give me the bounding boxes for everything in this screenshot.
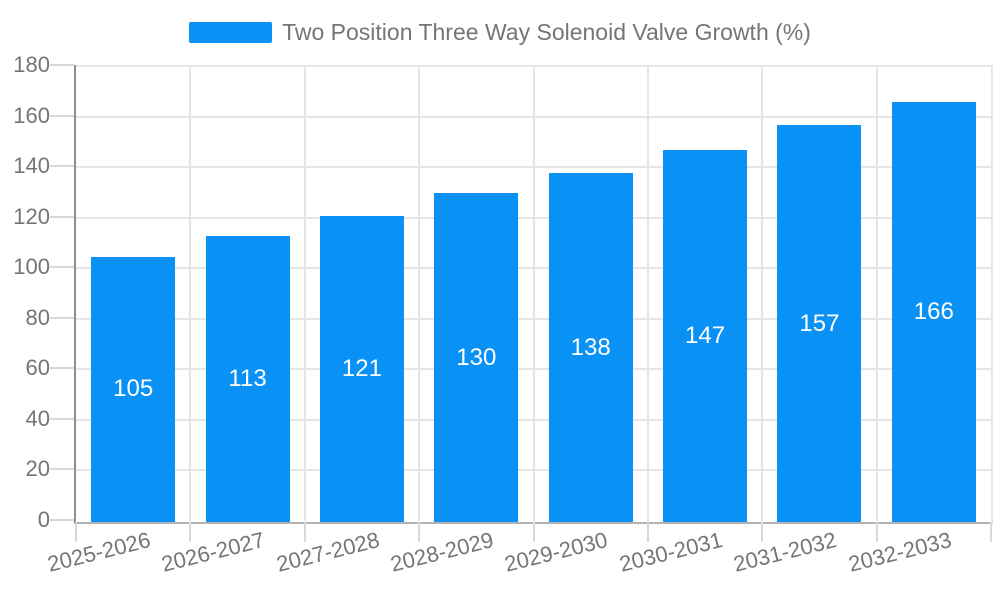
- bar[interactable]: 121: [319, 216, 404, 522]
- y-tick: [50, 417, 74, 420]
- chart-legend: Two Position Three Way Solenoid Valve Gr…: [0, 19, 1000, 46]
- y-axis-label: 20: [25, 456, 50, 482]
- x-tick: [303, 522, 306, 542]
- bar[interactable]: 166: [891, 102, 976, 522]
- bar[interactable]: 113: [205, 236, 290, 522]
- x-axis-labels: 2025-2026 2026-2027 2027-2028 2028-2029 2029…: [45, 527, 991, 600]
- y-axis-label: 180: [13, 52, 50, 77]
- x-tick: [532, 522, 535, 542]
- bar[interactable]: 147: [663, 150, 748, 522]
- x-axis-label: 2027-2028: [273, 527, 382, 577]
- gridline-vertical: [303, 65, 306, 522]
- x-axis-label: 2029-2030: [502, 527, 611, 577]
- x-axis-label: 2028-2029: [387, 527, 497, 577]
- y-tick: [50, 215, 74, 218]
- y-axis-label: 100: [13, 254, 50, 280]
- plot-area: 105 113 121 130 138 147 157 166: [74, 65, 993, 524]
- bar-value-label: 166: [913, 298, 954, 326]
- y-axis-label: 80: [25, 304, 50, 330]
- y-tick: [50, 165, 74, 168]
- y-tick: [50, 468, 74, 471]
- y-axis-label: 40: [25, 405, 50, 431]
- bar-value-label: 105: [113, 375, 154, 403]
- x-axis-label: 2030-2031: [616, 527, 725, 577]
- y-tick: [50, 367, 74, 370]
- y-axis-ticks: [50, 64, 74, 522]
- y-axis-label: 140: [13, 153, 50, 179]
- bar[interactable]: 138: [548, 173, 633, 522]
- gridline-vertical: [418, 65, 421, 522]
- y-axis-label: 60: [25, 355, 50, 381]
- gridline-vertical: [189, 65, 192, 522]
- y-axis-label: 160: [13, 102, 50, 128]
- x-tick: [646, 522, 649, 542]
- x-tick: [189, 522, 192, 542]
- legend-label: Two Position Three Way Solenoid Valve Gr…: [282, 19, 811, 45]
- x-axis-label: 2031-2032: [731, 527, 840, 577]
- y-tick: [50, 316, 74, 319]
- y-tick: [50, 519, 74, 521]
- x-tick: [990, 522, 992, 542]
- gridline-vertical: [532, 65, 535, 522]
- bar-value-label: 138: [570, 333, 611, 361]
- bar-value-label: 157: [799, 309, 840, 337]
- y-tick: [50, 64, 74, 66]
- x-tick: [875, 522, 878, 542]
- bar-value-label: 130: [456, 343, 497, 371]
- x-axis-label: 2032-2033: [845, 527, 954, 577]
- bar-value-label: 147: [685, 322, 726, 350]
- gridline-vertical: [646, 65, 649, 522]
- x-axis-label: 2025-2026: [44, 527, 153, 577]
- gridline-vertical: [761, 65, 764, 522]
- bar[interactable]: 105: [91, 256, 176, 522]
- x-tick: [418, 522, 421, 542]
- bar[interactable]: 130: [434, 193, 519, 522]
- y-axis-labels: 0 20 40 60 80 100 120 140 160 180: [0, 54, 50, 531]
- x-tick: [761, 522, 764, 542]
- y-tick: [50, 266, 74, 269]
- legend-swatch: [189, 22, 273, 43]
- x-axis-ticks: [74, 522, 993, 542]
- bar-value-label: 113: [228, 365, 267, 393]
- y-tick: [50, 114, 74, 117]
- legend-item[interactable]: Two Position Three Way Solenoid Valve Gr…: [189, 19, 811, 46]
- y-axis-label: 0: [37, 507, 50, 532]
- y-axis-label: 120: [13, 203, 50, 229]
- x-axis-label: 2026-2027: [159, 527, 268, 577]
- x-tick: [75, 522, 77, 542]
- bar[interactable]: 157: [777, 125, 862, 522]
- bar-value-label: 121: [341, 355, 382, 383]
- gridline-vertical: [875, 65, 878, 522]
